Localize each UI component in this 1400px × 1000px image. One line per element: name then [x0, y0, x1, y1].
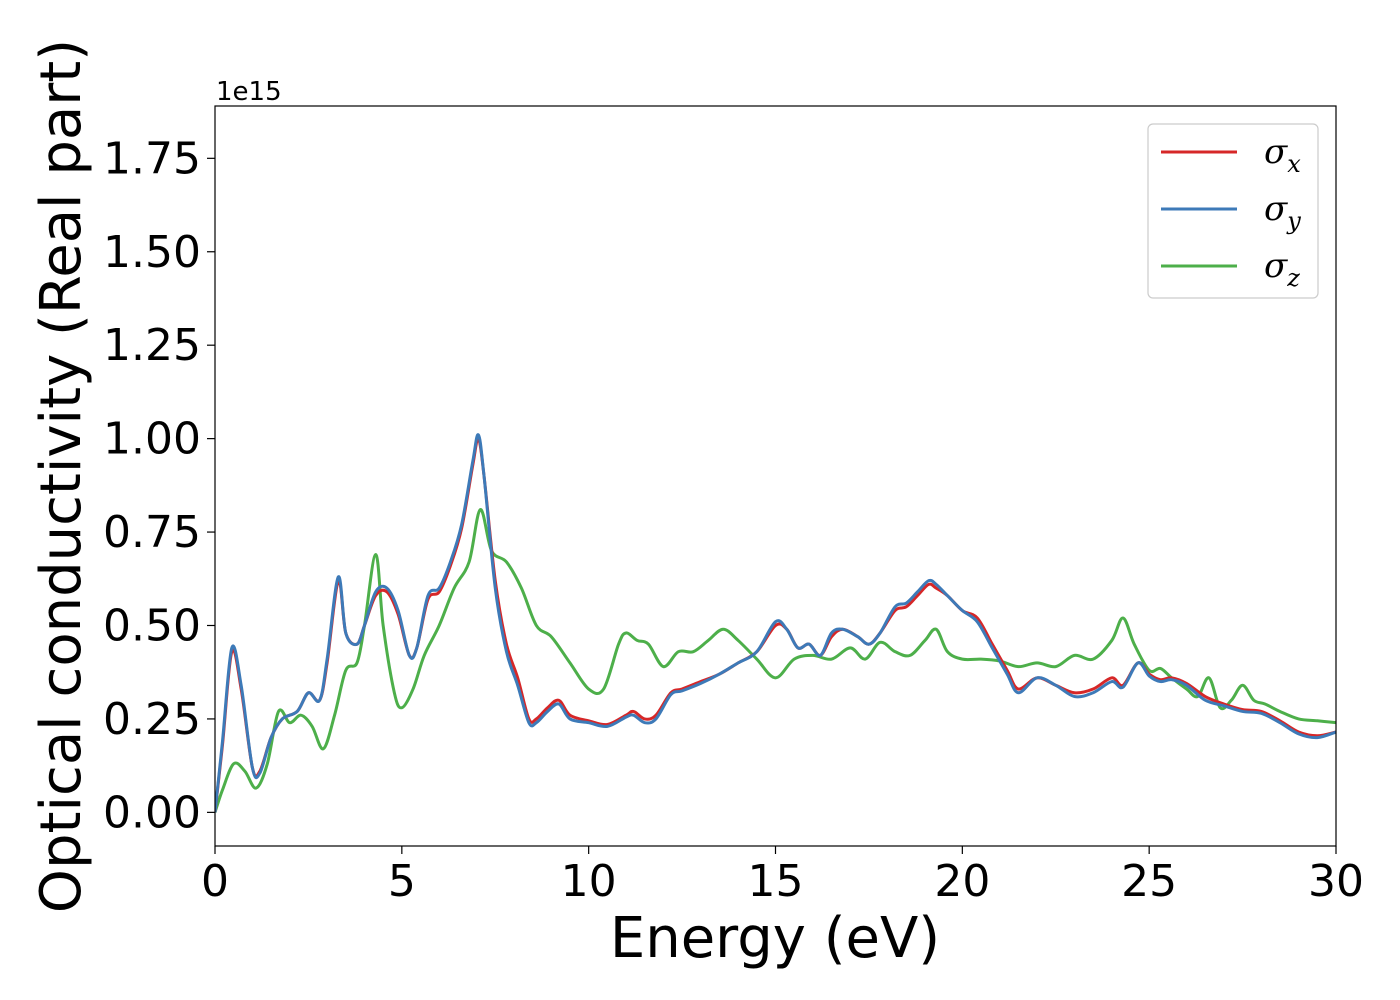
x-tick-label: 30	[1308, 856, 1364, 907]
legend-label-x: σx	[1264, 132, 1301, 178]
y-axis-title: Optical conductivity (Real part)	[29, 39, 94, 913]
legend-label-z: σz	[1264, 246, 1300, 292]
series-line-y	[215, 433, 1336, 813]
legend-frame	[1147, 123, 1319, 299]
y-tick-label: 1.50	[103, 227, 201, 278]
y-offset-label: 1e15	[216, 77, 282, 107]
y-tick-label: 0.75	[103, 507, 201, 558]
x-tick-label: 5	[388, 856, 416, 907]
x-ticks: 0 5 10 15 20 25 30	[201, 846, 1364, 907]
y-tick-label: 1.75	[103, 133, 201, 184]
y-ticks: 0.00 0.25 0.50 0.75 1.00 1.25 1.50 1.75	[103, 133, 215, 838]
y-tick-label: 0.25	[103, 694, 201, 745]
y-tick-label: 0.00	[103, 787, 201, 838]
x-tick-label: 25	[1121, 856, 1177, 907]
series-layer	[215, 433, 1336, 813]
y-tick-label: 0.50	[103, 600, 201, 651]
y-tick-label: 1.25	[103, 320, 201, 371]
x-axis-title: Energy (eV)	[610, 906, 940, 971]
series-line-z	[215, 508, 1336, 813]
x-tick-label: 15	[748, 856, 804, 907]
x-tick-label: 20	[934, 856, 990, 907]
x-tick-label: 0	[201, 856, 229, 907]
x-tick-label: 10	[561, 856, 617, 907]
y-tick-label: 1.00	[103, 414, 201, 465]
legend: σx σy σz	[1147, 123, 1319, 299]
legend-label-y: σy	[1264, 189, 1301, 235]
